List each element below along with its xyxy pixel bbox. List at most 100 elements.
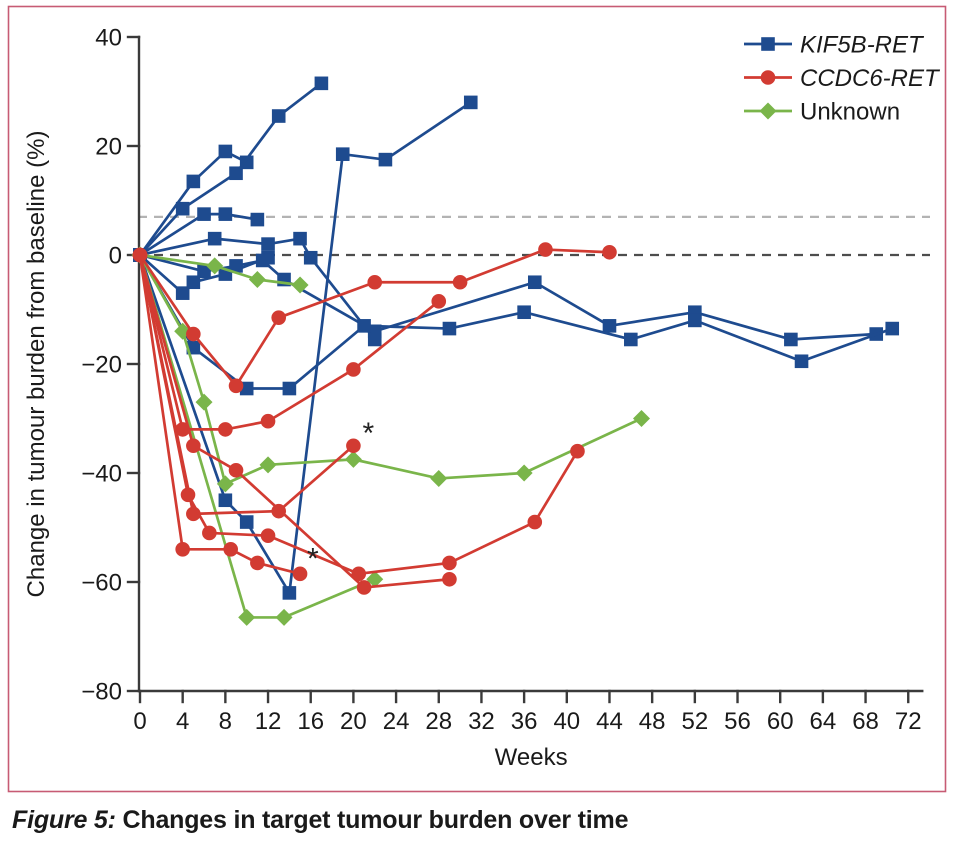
data-point-square xyxy=(885,321,900,336)
series-kif5b-7 xyxy=(133,248,900,396)
data-point-circle xyxy=(602,244,617,260)
series-line xyxy=(139,253,877,341)
data-point-square xyxy=(282,586,297,600)
x-tick-label: 36 xyxy=(511,708,538,735)
series-line xyxy=(139,237,376,341)
data-point-circle xyxy=(292,566,308,582)
data-point-circle xyxy=(356,580,372,595)
data-point-square xyxy=(186,174,201,189)
data-point-square xyxy=(197,207,211,221)
data-point-circle xyxy=(228,378,244,394)
data-point-circle xyxy=(431,294,447,309)
asterisk-annotation: * xyxy=(362,417,374,450)
data-point-square xyxy=(271,109,286,123)
data-point-circle xyxy=(186,326,201,342)
data-point-square xyxy=(175,201,190,216)
data-point-circle xyxy=(228,462,244,478)
x-axis-title: Weeks xyxy=(495,744,568,771)
data-point-circle xyxy=(218,422,233,437)
data-point-square xyxy=(250,212,265,227)
series-ccdc6-5 xyxy=(132,247,585,582)
y-tick-label: −60 xyxy=(81,570,122,597)
x-tick-label: 4 xyxy=(176,708,189,735)
data-point-square xyxy=(293,231,307,246)
data-point-square xyxy=(527,275,542,290)
series-ccdc6-6 xyxy=(132,247,308,582)
data-point-diamond xyxy=(259,456,277,474)
data-point-square xyxy=(602,319,617,333)
figure-caption-text: Changes in target tumour burden over tim… xyxy=(115,806,629,834)
x-tick-label: 0 xyxy=(133,708,146,735)
data-point-circle xyxy=(367,274,383,290)
data-point-diamond xyxy=(430,469,448,487)
legend-label: CCDC6-RET xyxy=(800,65,941,92)
data-point-square xyxy=(794,354,809,369)
y-axis-title: Change in tumour burden from baseline (%… xyxy=(23,131,50,598)
data-point-square xyxy=(229,166,243,181)
x-tick-label: 12 xyxy=(255,708,282,735)
data-point-square xyxy=(229,259,243,273)
x-tick-label: 32 xyxy=(468,708,495,735)
y-tick-label: 0 xyxy=(109,243,122,270)
data-point-square xyxy=(282,381,297,396)
data-point-square xyxy=(517,305,531,320)
data-point-circle xyxy=(538,242,553,257)
x-tick-label: 20 xyxy=(340,708,367,735)
x-tick-label: 28 xyxy=(425,708,452,735)
data-point-square xyxy=(463,95,478,110)
series-line xyxy=(138,150,248,256)
data-point-circle xyxy=(346,362,361,377)
series-line xyxy=(138,254,376,619)
data-point-circle xyxy=(260,528,276,543)
data-point-square xyxy=(239,381,254,396)
data-point-square xyxy=(357,319,371,333)
y-tick-label: 40 xyxy=(95,25,122,52)
data-point-circle xyxy=(452,274,468,290)
figure-frame-border xyxy=(7,5,947,793)
data-point-circle xyxy=(271,310,287,325)
series-line xyxy=(138,254,579,576)
legend: KIF5B-RET CCDC6-RET Unknown xyxy=(744,32,941,126)
data-point-diamond xyxy=(366,570,384,588)
x-tick-label: 44 xyxy=(596,708,623,735)
data-point-circle xyxy=(250,555,265,571)
series-kif5b-6 xyxy=(133,248,884,347)
y-tick-label: −80 xyxy=(81,679,122,706)
data-point-circle xyxy=(527,514,543,530)
series-line xyxy=(138,254,893,390)
x-tick-label: 16 xyxy=(297,708,324,735)
data-point-circle xyxy=(175,422,190,437)
series-line xyxy=(138,254,450,589)
data-point-circle xyxy=(260,413,276,429)
x-tick-label: 40 xyxy=(553,708,580,735)
data-point-square xyxy=(239,515,254,529)
data-point-square xyxy=(761,37,775,51)
data-point-circle xyxy=(346,438,361,454)
data-point-square xyxy=(784,332,798,347)
x-tick-label: 24 xyxy=(383,708,410,735)
legend-label: Unknown xyxy=(800,99,900,126)
figure-caption-label: Figure 5: xyxy=(12,806,116,834)
series-line xyxy=(139,212,258,257)
data-point-circle xyxy=(180,487,196,503)
data-point-square xyxy=(186,275,201,290)
data-point-circle xyxy=(175,542,190,557)
data-point-circle xyxy=(186,438,201,454)
data-point-diamond xyxy=(291,276,309,294)
data-point-square xyxy=(378,152,393,167)
data-point-square xyxy=(303,250,318,265)
series-kif5b-4 xyxy=(133,231,382,347)
data-point-circle xyxy=(442,555,457,571)
data-point-diamond xyxy=(759,102,777,120)
data-point-square xyxy=(207,231,222,246)
data-point-square xyxy=(261,237,275,251)
axes xyxy=(126,35,924,704)
data-point-square xyxy=(218,493,233,508)
data-point-circle xyxy=(202,525,217,541)
data-point-diamond xyxy=(515,464,533,482)
data-point-diamond xyxy=(344,450,362,468)
x-tick-label: 8 xyxy=(219,708,232,735)
x-tick-label: 56 xyxy=(724,708,751,735)
